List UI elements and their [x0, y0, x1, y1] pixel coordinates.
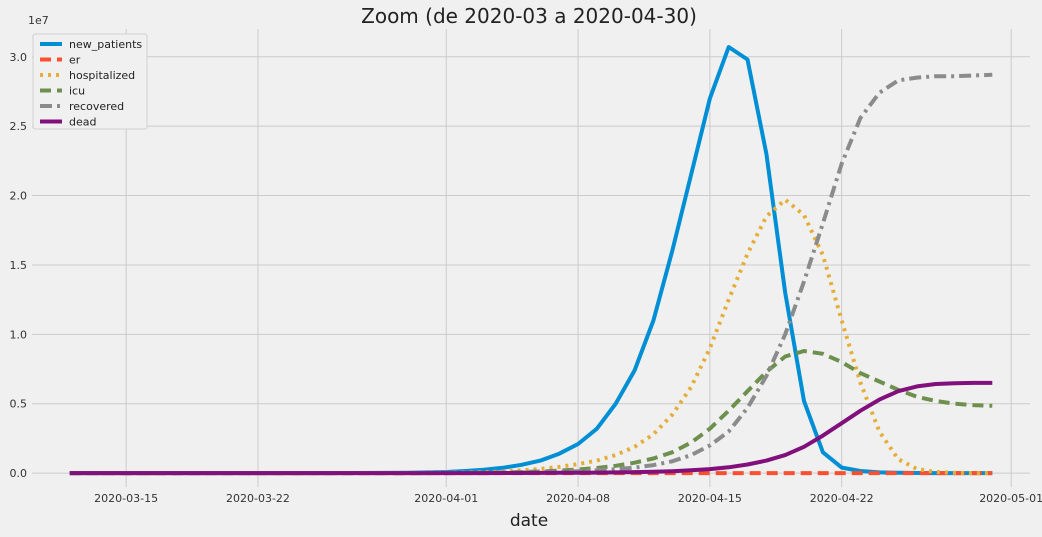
x-axis-label: date [510, 511, 548, 531]
series-line-recovered [69, 72, 993, 476]
x-tick-label: 2020-04-01 [414, 492, 478, 505]
x-tick-label: 2020-03-22 [226, 492, 290, 505]
x-tick-label: 2020-04-22 [810, 492, 874, 505]
x-tick-label: 2020-04-08 [546, 492, 610, 505]
y-tick-label: 2.5 [10, 120, 28, 133]
y-tick-label: 1.5 [10, 259, 28, 272]
x-tick-label: 2020-04-15 [678, 492, 742, 505]
y-tick-label: 3.0 [10, 51, 28, 64]
legend-label-icu: icu [69, 85, 85, 98]
y-scale-multiplier: 1e7 [28, 14, 49, 27]
tick-labels: 2020-03-15 2020-03-22 2020-04-01 2020-04-08… [10, 51, 1042, 505]
x-tick-label: 2020-03-15 [94, 492, 158, 505]
grid [32, 29, 1030, 487]
legend-label-dead: dead [69, 116, 96, 129]
legend-label-er: er [69, 54, 81, 67]
y-tick-label: 0.0 [10, 467, 28, 480]
y-tick-label: 1.0 [10, 328, 28, 341]
legend-label-hospitalized: hospitalized [69, 69, 135, 82]
series-line-icu [69, 349, 993, 476]
y-tick-label: 2.0 [10, 190, 28, 203]
series-lines [69, 45, 993, 476]
series-line-dead [69, 380, 993, 476]
x-tick-label: 2020-05-01 [979, 492, 1042, 505]
legend-label-recovered: recovered [69, 100, 124, 113]
y-tick-label: 0.5 [10, 398, 28, 411]
chart-title: Zoom (de 2020-03 a 2020-04-30) [361, 4, 697, 28]
legend-label-new-patients: new_patients [69, 38, 142, 51]
series-line-hospitalized [69, 197, 993, 476]
